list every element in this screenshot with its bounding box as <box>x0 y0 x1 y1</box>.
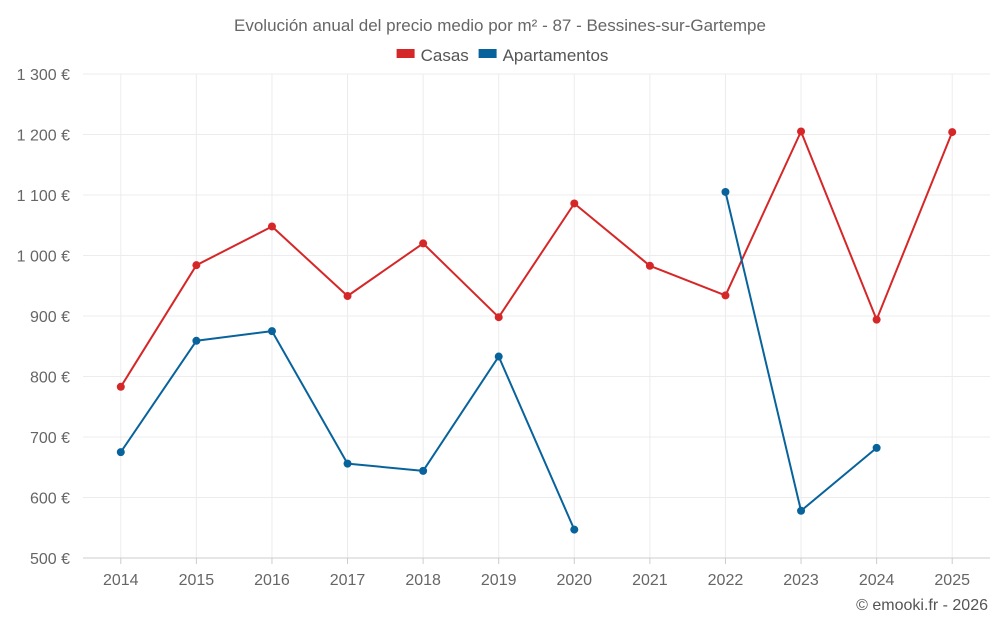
series-layer <box>116 127 957 534</box>
y-tick-label: 1 300 € <box>17 67 70 84</box>
x-tick-label: 2018 <box>405 572 441 589</box>
legend: Casas Apartamentos <box>396 46 609 65</box>
legend-label: Apartamentos <box>503 46 609 65</box>
data-point[interactable] <box>267 222 276 231</box>
y-tick-label: 500 € <box>30 551 70 568</box>
legend-swatch <box>396 49 415 58</box>
data-point[interactable] <box>343 292 352 301</box>
data-point[interactable] <box>721 291 730 300</box>
y-tick-label: 900 € <box>30 309 70 326</box>
legend-label: Casas <box>421 46 469 65</box>
x-tick-label: 2022 <box>708 572 744 589</box>
data-point[interactable] <box>419 239 428 248</box>
legend-item-casas[interactable]: Casas <box>396 46 469 65</box>
series-casas <box>116 127 957 391</box>
data-point[interactable] <box>797 127 806 136</box>
y-tick-label: 600 € <box>30 491 70 508</box>
legend-swatch <box>478 49 497 58</box>
credit-text: © emooki.fr - 2026 <box>856 597 988 614</box>
data-point[interactable] <box>948 128 957 137</box>
data-point[interactable] <box>116 382 125 391</box>
y-tick-label: 1 200 € <box>17 128 70 145</box>
x-tick-label: 2016 <box>254 572 290 589</box>
x-tick-label: 2014 <box>103 572 139 589</box>
data-point[interactable] <box>494 313 503 322</box>
y-tick-label: 700 € <box>30 430 70 447</box>
y-tick-label: 1 100 € <box>17 188 70 205</box>
data-point[interactable] <box>192 261 201 270</box>
x-tick-label: 2019 <box>481 572 517 589</box>
data-point[interactable] <box>419 466 428 475</box>
series-line <box>119 130 954 388</box>
data-point[interactable] <box>267 327 276 336</box>
y-tick-label: 800 € <box>30 370 70 387</box>
x-tick-label: 2024 <box>859 572 895 589</box>
data-point[interactable] <box>343 459 352 468</box>
x-tick-label: 2023 <box>783 572 819 589</box>
x-tick-label: 2025 <box>934 572 970 589</box>
x-tick-label: 2021 <box>632 572 668 589</box>
data-point[interactable] <box>570 199 579 208</box>
data-point[interactable] <box>872 443 881 452</box>
x-tick-label: 2017 <box>330 572 366 589</box>
y-tick-label: 1 000 € <box>17 249 70 266</box>
chart-title: Evolución anual del precio medio por m² … <box>234 16 766 35</box>
data-point[interactable] <box>570 525 579 534</box>
data-point[interactable] <box>872 315 881 324</box>
data-point[interactable] <box>192 336 201 345</box>
grid <box>83 73 990 558</box>
axes: 500 € 600 € 700 € 800 € 900 € 1 000 € 1 100 € 1… <box>17 67 990 589</box>
data-point[interactable] <box>645 261 654 270</box>
data-point[interactable] <box>721 187 730 196</box>
x-tick-label: 2015 <box>179 572 215 589</box>
x-tick-label: 2020 <box>556 572 592 589</box>
data-point[interactable] <box>494 352 503 361</box>
legend-item-apartamentos[interactable]: Apartamentos <box>478 46 609 65</box>
data-point[interactable] <box>797 506 806 515</box>
data-point[interactable] <box>116 448 125 457</box>
series-apartamentos <box>116 187 881 534</box>
